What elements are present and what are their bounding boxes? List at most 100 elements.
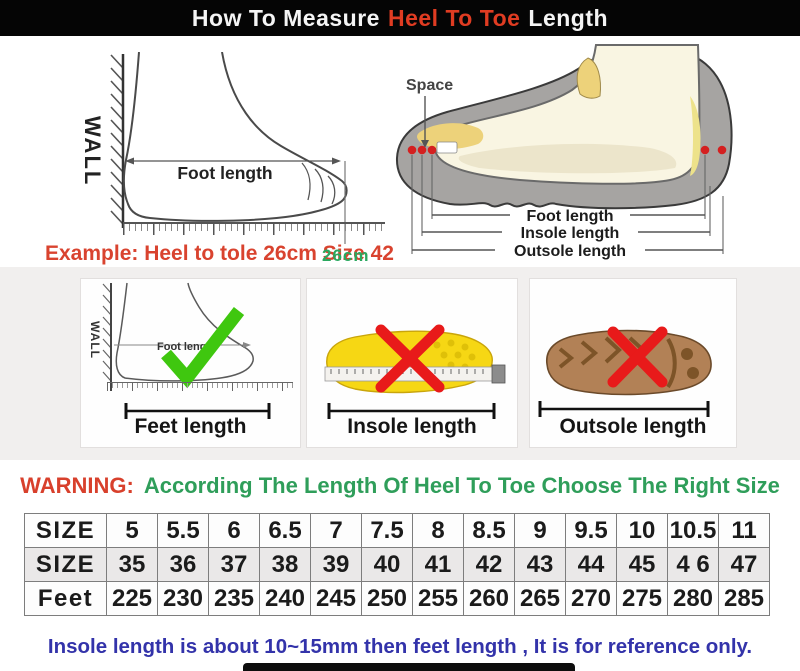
- insole-length-label: Insole length: [521, 225, 620, 242]
- cross-icon: [375, 324, 445, 393]
- size-cell: 42: [463, 547, 515, 582]
- size-cell: 265: [514, 581, 566, 616]
- measuring-tape: [324, 366, 494, 382]
- size-cell: 280: [667, 581, 719, 616]
- arrow-left-head: [125, 157, 134, 165]
- wall-label: WALL: [88, 321, 102, 359]
- size-cell: 37: [208, 547, 260, 582]
- size-cell: 270: [565, 581, 617, 616]
- row-header: SIZE: [24, 547, 107, 582]
- size-cell: 7: [310, 513, 362, 548]
- tape-end-clip: [491, 364, 506, 384]
- size-cell: 10.5: [667, 513, 719, 548]
- mini-wall-foot-diagram: WALL Foot length: [88, 282, 271, 419]
- foot-shading: [458, 143, 677, 174]
- checkmark-icon: [161, 307, 245, 389]
- wall-hatching: [110, 54, 124, 225]
- size-cell: 47: [718, 547, 770, 582]
- space-arrow-head: [421, 140, 429, 148]
- page-title-suffix: Length: [528, 4, 609, 31]
- size-cell: 5: [106, 513, 158, 548]
- ruler: [107, 382, 293, 391]
- size-cell: 38: [259, 547, 311, 582]
- size-cell: 43: [514, 547, 566, 582]
- foot-outline: [115, 282, 254, 382]
- shoe-cross-section-diagram: Space Foot length Insole length Outsole …: [395, 44, 733, 260]
- size-cell: 10: [616, 513, 668, 548]
- measure-dot: [417, 145, 427, 155]
- size-table: SIZE 5 5.5 6 6.5 7 7.5 8 8.5 9 9.5 10 10.5 11 SIZE 35 36…: [24, 513, 770, 616]
- size-cell: 40: [361, 547, 413, 582]
- outsole-length-label: Outsole length: [514, 243, 626, 260]
- title-bar: How To Measure Heel To Toe Length: [0, 0, 800, 36]
- example-text: Example: Heel to tole 26cm Size 42: [45, 242, 394, 265]
- insole-diagram: [324, 324, 506, 419]
- size-cell: 250: [361, 581, 413, 616]
- foot-outline: [122, 52, 348, 222]
- size-cell: 235: [208, 581, 260, 616]
- size-cell: 245: [310, 581, 362, 616]
- method-panel-outsole: Outsole length: [529, 278, 737, 448]
- measure-dot: [407, 145, 417, 155]
- warning-message: According The Length Of Heel To Toe Choo…: [143, 473, 780, 498]
- page-title-prefix: How To Measure: [191, 4, 380, 31]
- size-cell: 4 6: [667, 547, 719, 582]
- size-cell: 275: [616, 581, 668, 616]
- space-label: Space: [406, 77, 453, 94]
- size-cell: 45: [616, 547, 668, 582]
- size-cell: 260: [463, 581, 515, 616]
- wall-foot-diagram: WALL Foot length: [80, 52, 348, 244]
- dimension-guides: [411, 155, 724, 254]
- size-cell: 255: [412, 581, 464, 616]
- size-cell: 41: [412, 547, 464, 582]
- toe-insole: [417, 123, 484, 150]
- size-cell: 6.5: [259, 513, 311, 548]
- size-cell: 8.5: [463, 513, 515, 548]
- method-panel-correct: WALL Foot length Feet length: [80, 278, 301, 448]
- table-row: Feet 225 230 235 240 245 250 255 260 265 270 275 280…: [24, 581, 770, 616]
- size-cell: 5.5: [157, 513, 209, 548]
- size-cell: 285: [718, 581, 770, 616]
- size-cell: 36: [157, 547, 209, 582]
- table-row: SIZE 35 36 37 38 39 40 41 42 43 44 45 4 6 47: [24, 547, 770, 582]
- panel-caption: Feet length: [134, 415, 247, 438]
- measure-dot: [700, 145, 710, 155]
- footnote: Insole length is about 10~15mm then feet…: [47, 635, 753, 658]
- arrow-right-head: [332, 157, 341, 165]
- wall-label: WALL: [80, 116, 105, 186]
- size-cell: 7.5: [361, 513, 413, 548]
- shoe-foot-length-label: Foot length: [526, 208, 613, 225]
- ruler: [123, 222, 385, 235]
- wall-hatching: [102, 283, 112, 382]
- size-cell: 35: [106, 547, 158, 582]
- size-cell: 225: [106, 581, 158, 616]
- toe-space-gap: [436, 141, 458, 154]
- size-cell: 240: [259, 581, 311, 616]
- warning-label: WARNING:: [20, 473, 134, 498]
- method-panel-insole: Insole length: [306, 278, 518, 448]
- foot-length-label: Foot length: [177, 163, 272, 183]
- measure-dot: [717, 145, 727, 155]
- size-cell: 11: [718, 513, 770, 548]
- size-cell: 39: [310, 547, 362, 582]
- size-table-wrap: SIZE 5 5.5 6 6.5 7 7.5 8 8.5 9 9.5 10 10.5 11 SIZE 35 36…: [24, 513, 770, 616]
- outsole-diagram: [538, 326, 712, 417]
- table-row: SIZE 5 5.5 6 6.5 7 7.5 8 8.5 9 9.5 10 10.5 11: [24, 513, 770, 548]
- tongue-padding: [576, 57, 601, 99]
- size-cell: 8: [412, 513, 464, 548]
- row-header: Feet: [24, 581, 107, 616]
- cross-icon: [607, 326, 668, 388]
- size-cell: 9.5: [565, 513, 617, 548]
- bottom-black-bar: [243, 663, 575, 671]
- size-cell: 230: [157, 581, 209, 616]
- arrow-head: [243, 342, 251, 348]
- panel-caption: Insole length: [347, 415, 477, 438]
- heel-padding: [690, 96, 701, 176]
- size-cell: 44: [565, 547, 617, 582]
- panel-caption: Outsole length: [559, 415, 707, 438]
- row-header: SIZE: [24, 513, 107, 548]
- size-cell: 9: [514, 513, 566, 548]
- size-cell: 6: [208, 513, 260, 548]
- page-title-highlight: Heel To Toe: [387, 4, 521, 31]
